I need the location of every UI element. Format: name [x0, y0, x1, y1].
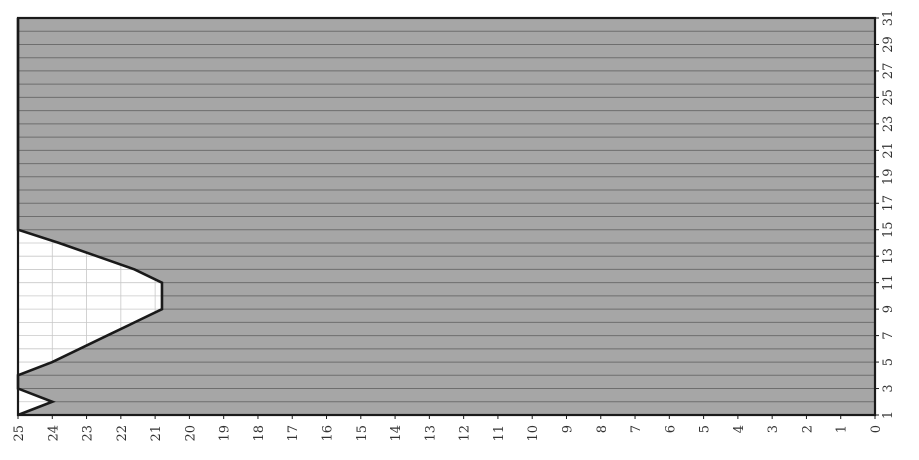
y-tick-label: 7	[881, 331, 896, 339]
x-tick-label: 19	[218, 425, 233, 442]
y-tick-label: 15	[881, 221, 896, 238]
x-tick-label: 21	[149, 425, 164, 442]
y-tick-label: 9	[881, 305, 896, 313]
x-tick-label: 9	[560, 425, 575, 433]
x-tick-label: 13	[423, 425, 438, 442]
x-tick-label: 17	[286, 425, 301, 442]
x-tick-label: 5	[698, 425, 713, 433]
y-tick-label: 21	[881, 142, 896, 159]
y-tick-label: 29	[881, 36, 896, 53]
x-tick-label: 15	[355, 425, 370, 442]
y-tick-label: 31	[881, 10, 896, 27]
x-tick-label: 6	[663, 425, 678, 433]
x-tick-label: 8	[595, 425, 610, 433]
y-tick-label: 13	[881, 248, 896, 265]
x-tick-label: 10	[526, 425, 541, 442]
x-tick-label: 23	[81, 425, 96, 442]
x-axis-ticks: 25 24 23 22 21 20 19 18 17 16 15 14 13 12 11 10 9 8 7 6 5 4 3 2…	[12, 415, 884, 442]
x-tick-label: 14	[389, 425, 404, 442]
y-tick-label: 3	[881, 384, 896, 392]
y-tick-label: 1	[881, 411, 896, 419]
x-tick-label: 0	[869, 425, 884, 433]
x-tick-label: 22	[115, 425, 130, 442]
y-tick-label: 17	[881, 195, 896, 212]
plot-frame	[16, 16, 877, 417]
x-tick-label: 2	[800, 425, 815, 433]
data-area	[16, 17, 875, 417]
x-tick-label: 25	[12, 425, 27, 442]
y-tick-label: 23	[881, 116, 896, 133]
plot-border	[16, 16, 877, 417]
x-tick-label: 3	[766, 425, 781, 433]
x-tick-label: 11	[492, 425, 507, 442]
y-tick-label: 25	[881, 89, 896, 106]
y-tick-label: 5	[881, 358, 896, 366]
x-tick-label: 20	[183, 425, 198, 442]
y-tick-label: 19	[881, 169, 896, 186]
x-tick-label: 1	[835, 425, 850, 433]
y-tick-label: 27	[881, 63, 896, 80]
x-tick-label: 18	[252, 425, 267, 442]
y-tick-label: 11	[881, 274, 896, 291]
x-tick-label: 12	[458, 425, 473, 442]
x-tick-label: 16	[321, 425, 336, 442]
x-tick-label: 4	[732, 425, 747, 433]
x-tick-label: 24	[46, 425, 61, 442]
x-tick-label: 7	[629, 425, 644, 433]
